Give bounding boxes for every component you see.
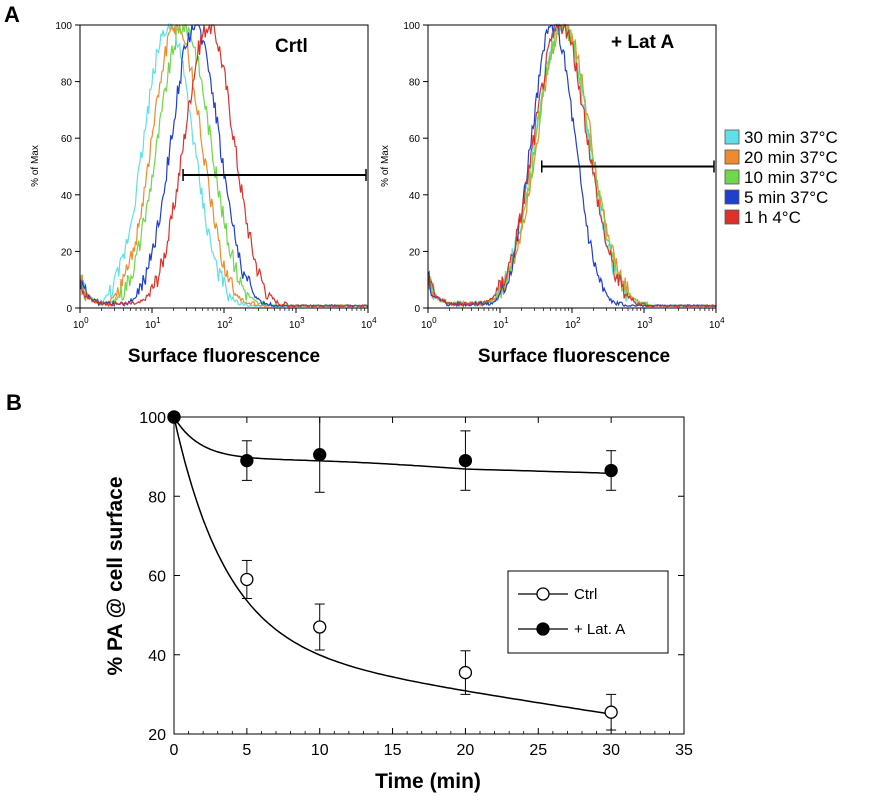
x-axis-label: Surface fluorescence — [128, 346, 320, 367]
point-ctrl — [604, 705, 618, 719]
histogram-legend: 30 min 37°C20 min 37°C10 min 37°C5 min 3… — [724, 128, 838, 227]
histogram-series — [427, 23, 717, 308]
x-tick-label: 102 — [565, 316, 581, 331]
legend-entry: 10 min 37°C — [744, 168, 838, 187]
y-tick-label: 100 — [403, 21, 420, 32]
y-axis-label: % PA @ cell surface — [104, 476, 127, 675]
y-tick-label: 60 — [61, 134, 73, 145]
y-tick-label: 100 — [55, 21, 72, 32]
x-tick-label: 30 — [602, 742, 620, 759]
y-tick-label: 80 — [61, 78, 73, 89]
x-tick-label: 101 — [145, 316, 161, 331]
legend-swatch — [724, 209, 740, 225]
legend-box — [507, 570, 669, 654]
legend-entry: 1 h 4°C — [744, 208, 801, 227]
legend-marker — [536, 587, 550, 601]
kinetics-chart: 0 5 10 15 20 25 30 35 20 40 60 80 100 Time (min) % P… — [104, 410, 693, 793]
panel-title-crtl: Crtl — [275, 36, 308, 57]
x-tick-label: 35 — [675, 742, 693, 759]
x-tick-label: 103 — [289, 316, 305, 331]
x-tick-label: 103 — [637, 316, 653, 331]
x-axis-label: Surface fluorescence — [478, 346, 670, 367]
y-tick-label: 60 — [409, 134, 421, 145]
y-tick-label: 0 — [66, 304, 72, 315]
y-tick-label: 40 — [409, 191, 421, 202]
y-axis-label: % of Max — [380, 145, 391, 187]
point-lat-a — [458, 453, 473, 468]
panel-letter-a: A — [4, 2, 20, 27]
histogram-crtl: 100 101 102 103 104 0 20 40 60 80 100 Crtl % of Ma… — [30, 21, 377, 367]
panel-letter-b: B — [6, 390, 22, 415]
y-tick-label: 20 — [409, 247, 421, 258]
x-tick-label: 104 — [709, 316, 725, 331]
y-tick-label: 100 — [139, 410, 166, 427]
point-ctrl — [313, 620, 327, 634]
legend-entry: 5 min 37°C — [744, 188, 828, 207]
point-ctrl — [240, 572, 254, 587]
x-tick-label: 15 — [384, 742, 402, 759]
x-tick-label: 25 — [529, 742, 547, 759]
legend-swatch — [724, 129, 740, 145]
x-tick-label: 10 — [311, 742, 329, 759]
x-tick-label: 104 — [361, 316, 377, 331]
legend-swatch — [724, 149, 740, 165]
legend-marker — [536, 622, 550, 636]
legend-entry: + Lat. A — [574, 621, 625, 638]
legend-swatch — [724, 169, 740, 185]
y-tick-label: 0 — [414, 304, 420, 315]
x-axis-label: Time (min) — [375, 770, 481, 793]
panel-title-lat-a: + Lat A — [611, 32, 674, 53]
kinetics-legend: Ctrl + Lat. A — [507, 570, 669, 654]
y-tick-label: 80 — [409, 78, 421, 89]
x-tick-label: 100 — [421, 316, 437, 331]
x-tick-label: 101 — [493, 316, 509, 331]
point-lat-a — [313, 447, 327, 462]
point-ctrl — [458, 665, 473, 680]
legend-entry: Ctrl — [574, 586, 597, 603]
point-lat-a — [240, 453, 254, 468]
y-axis-label: % of Max — [30, 145, 41, 187]
x-tick-label: 100 — [73, 316, 89, 331]
y-tick-label: 40 — [61, 191, 73, 202]
y-tick-label: 80 — [148, 489, 166, 506]
histogram-series — [79, 24, 369, 308]
point-lat-a — [604, 463, 618, 478]
x-tick-label: 102 — [217, 316, 233, 331]
x-tick-label: 20 — [457, 742, 475, 759]
fit-curve — [173, 416, 612, 715]
histogram-lat-a: 100 101 102 103 104 0 20 40 60 80 100 + Lat A % of… — [380, 21, 725, 367]
x-tick-label: 5 — [242, 742, 251, 759]
point-lat-a — [167, 410, 181, 424]
fit-curve — [173, 416, 612, 475]
y-tick-label: 20 — [61, 247, 73, 258]
x-tick-label: 0 — [170, 742, 179, 759]
legend-entry: 30 min 37°C — [744, 128, 838, 147]
y-tick-label: 40 — [148, 648, 166, 665]
legend-swatch — [724, 189, 740, 205]
y-tick-label: 60 — [148, 569, 166, 586]
legend-entry: 20 min 37°C — [744, 148, 838, 167]
y-tick-label: 20 — [148, 727, 166, 744]
